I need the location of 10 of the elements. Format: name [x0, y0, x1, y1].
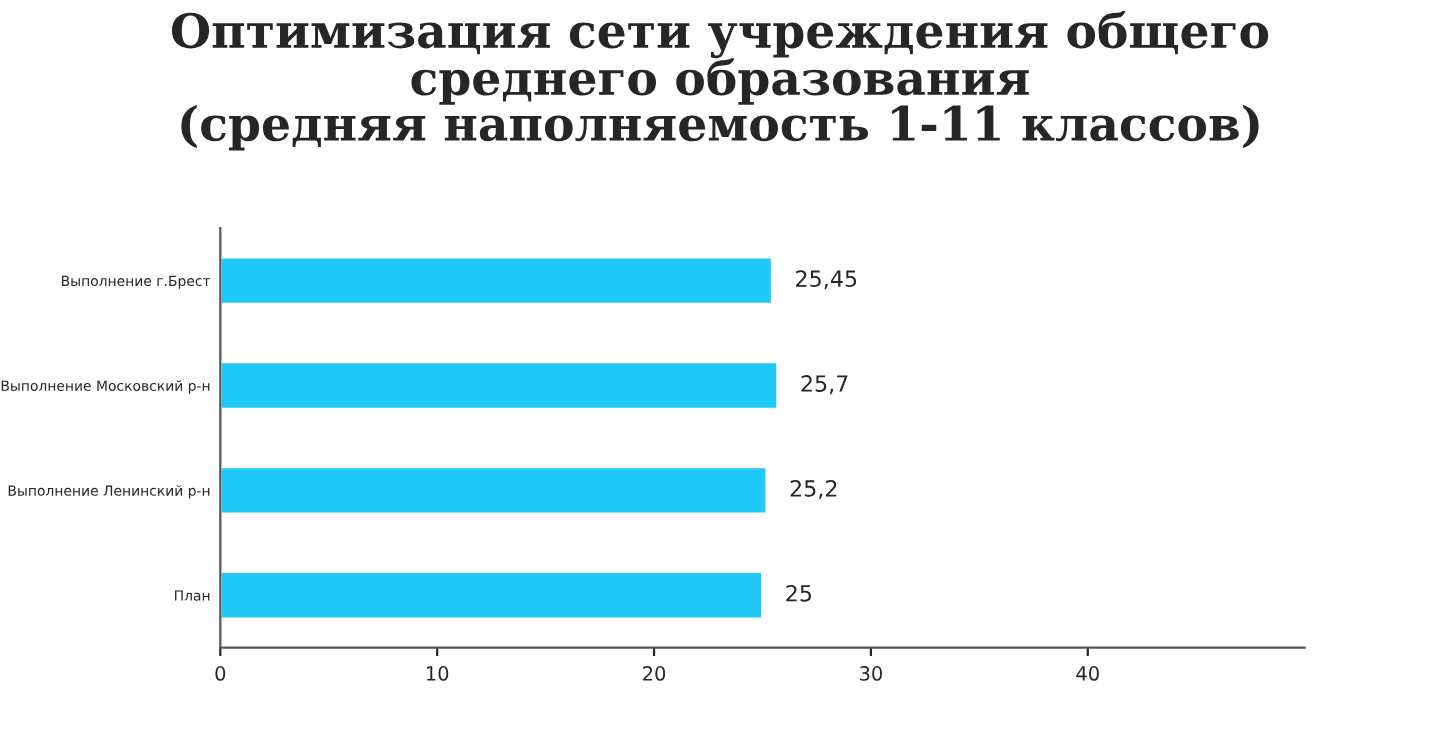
data-label: 25 [786, 584, 812, 602]
x-tick-label: 30 [860, 666, 882, 681]
x-tick-label: 10 [426, 666, 449, 681]
data-label: 25,2 [790, 480, 837, 500]
x-tick-label: 20 [643, 666, 666, 681]
x-tick-label: 40 [1076, 666, 1099, 681]
chart-title: Оптимизация сети учреждения общего среднего образования (средняя наполняемость 1-11 классов) [171, 11, 1269, 151]
data-label: 25,45 [796, 270, 857, 290]
x-tick-label: 0 [215, 666, 226, 681]
data-label: 25,7 [801, 375, 848, 395]
